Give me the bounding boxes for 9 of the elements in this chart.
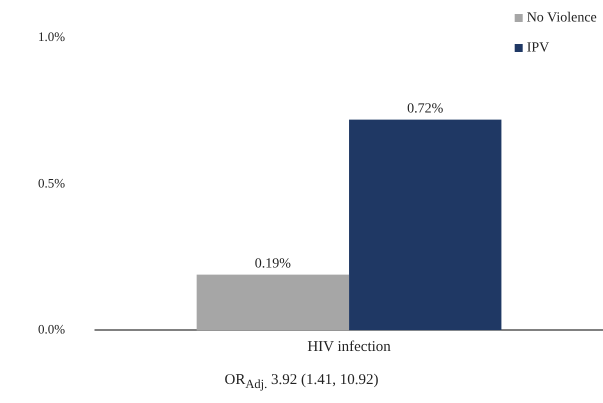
- legend-label: IPV: [526, 40, 550, 56]
- text: OR$_{Adj.}$ 3.92 (1.41, 10.92): [224, 372, 380, 392]
- x-tick-label: HIV infection: [307, 339, 392, 356]
- data-label: 0.72%: [407, 101, 444, 116]
- legend-label: No Violence: [526, 10, 597, 26]
- y-tick-label: 0.5%: [38, 175, 66, 190]
- y-tick-label: 0.0%: [38, 322, 66, 337]
- data-label: 0.19%: [254, 256, 292, 272]
- y-tick-label: 1.0%: [38, 29, 66, 44]
